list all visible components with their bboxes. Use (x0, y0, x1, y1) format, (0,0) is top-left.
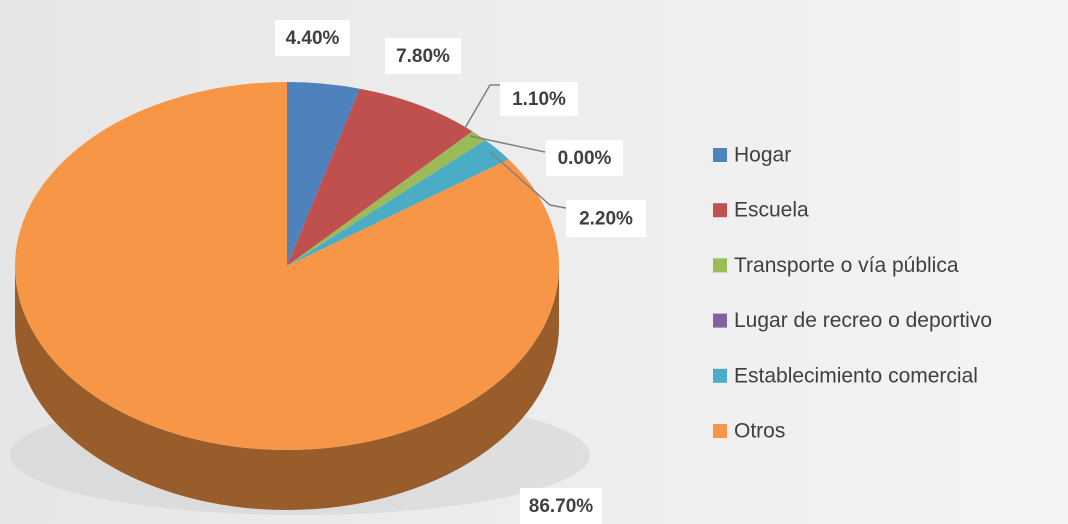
pie-side (15, 266, 559, 510)
pie-slice (287, 88, 473, 266)
label-box (566, 200, 646, 237)
legend-swatch (713, 203, 727, 218)
pie-slice (15, 82, 559, 450)
legend-label: Establecimiento comercial (734, 364, 978, 387)
legend-label: Hogar (734, 144, 791, 167)
legend-label: Otros (734, 420, 785, 443)
label-box (546, 140, 623, 176)
data-label: 2.20% (579, 209, 633, 230)
legend-swatch (713, 424, 727, 438)
legend-swatch (713, 258, 727, 273)
label-box (385, 38, 461, 74)
label-box (520, 488, 602, 524)
data-label: 7.80% (396, 46, 450, 67)
label-box (500, 82, 578, 116)
legend-label: Transporte o vía pública (734, 254, 959, 277)
data-label: 0.00% (558, 148, 612, 169)
legend-label: Escuela (734, 199, 809, 222)
data-label: 86.70% (529, 496, 594, 517)
leader-line (464, 84, 500, 129)
legend-swatch (713, 148, 727, 162)
data-label: 1.10% (512, 89, 566, 110)
leader-line (489, 151, 567, 209)
data-label: 4.40% (286, 28, 340, 49)
pie-slice (287, 140, 509, 266)
pie-slice (287, 82, 360, 266)
legend-swatch (713, 313, 727, 328)
pie-slice (287, 131, 486, 266)
legend-label: Lugar de recreo o deportivo (734, 309, 992, 332)
label-box (275, 20, 350, 56)
leader-line (469, 135, 546, 153)
legend-swatch (713, 368, 727, 383)
